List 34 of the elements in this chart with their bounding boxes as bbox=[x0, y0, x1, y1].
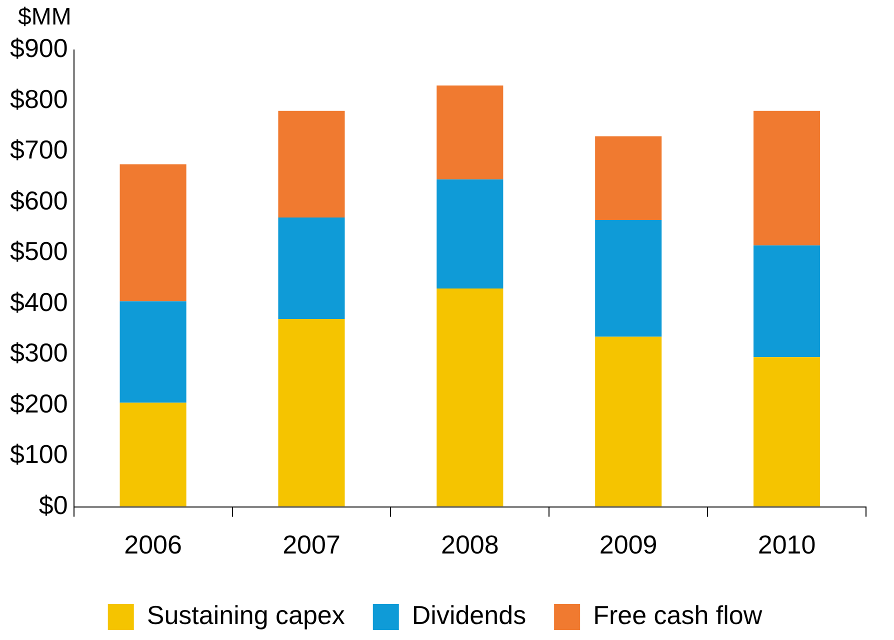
x-tick-label: 2006 bbox=[124, 530, 182, 560]
y-tick-label: $500 bbox=[10, 236, 68, 266]
bar bbox=[436, 86, 504, 180]
bar bbox=[120, 164, 186, 302]
y-tick-label: $0 bbox=[38, 490, 68, 520]
y-tick-label: $700 bbox=[10, 134, 68, 165]
bar bbox=[595, 220, 662, 337]
y-tick-label: $100 bbox=[10, 439, 68, 470]
x-tick-label: 2009 bbox=[599, 530, 658, 560]
bar bbox=[120, 402, 186, 506]
bar bbox=[436, 288, 504, 506]
legend-label: Free cash flow bbox=[593, 600, 762, 630]
y-tick-label: $900 bbox=[10, 33, 68, 64]
bar bbox=[754, 110, 820, 246]
x-tick-label: 2008 bbox=[441, 530, 499, 560]
y-axis-title: $MM bbox=[18, 4, 72, 31]
bar bbox=[278, 217, 345, 320]
y-tick-label: $300 bbox=[10, 338, 68, 368]
y-tick-label: $600 bbox=[10, 185, 68, 216]
bar bbox=[278, 110, 345, 218]
x-tick-label: 2010 bbox=[758, 530, 816, 560]
legend-label: Sustaining capex bbox=[146, 600, 345, 630]
bar bbox=[120, 301, 186, 403]
bar bbox=[595, 336, 662, 506]
legend-label: Dividends bbox=[412, 600, 526, 630]
bar bbox=[595, 136, 662, 220]
bar bbox=[278, 319, 345, 506]
bar bbox=[436, 179, 504, 289]
y-tick-label: $800 bbox=[10, 84, 68, 114]
y-tick-label: $200 bbox=[10, 388, 68, 418]
y-tick-label: $400 bbox=[10, 286, 68, 317]
bar bbox=[754, 357, 820, 506]
x-tick-label: 2007 bbox=[282, 530, 340, 560]
bar bbox=[754, 245, 820, 358]
